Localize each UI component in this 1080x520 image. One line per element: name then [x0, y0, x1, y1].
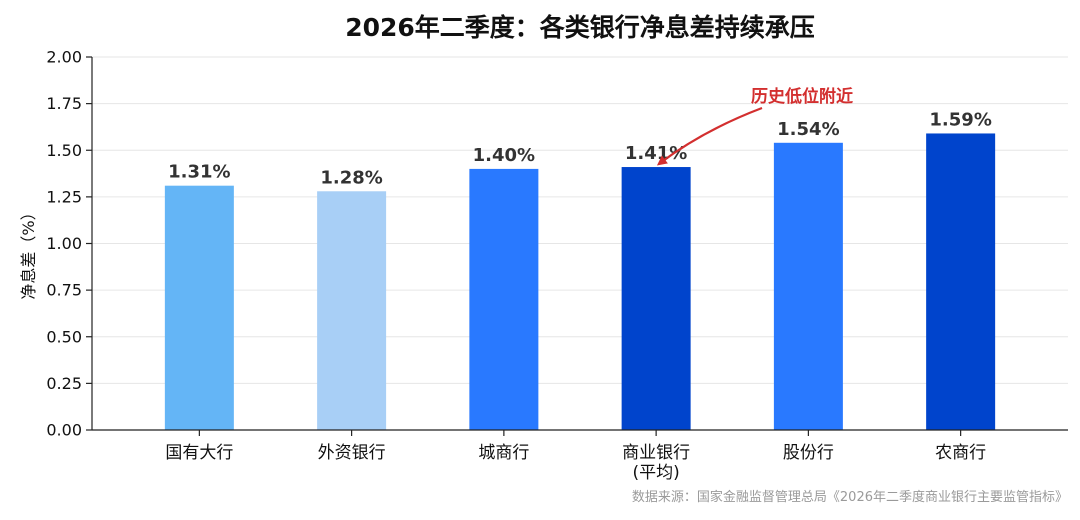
grid-lines: [92, 56, 1068, 384]
data-label: 1.40%: [473, 145, 535, 166]
data-label: 1.28%: [320, 167, 382, 188]
x-tick-label: (平均): [632, 463, 679, 483]
data-label: 1.59%: [929, 109, 991, 130]
data-labels: 1.31% 1.28% 1.40% 1.41% 1.54% 1.59%: [168, 109, 992, 188]
bars: [164, 133, 996, 431]
bar: [164, 185, 234, 430]
y-tick-label: 1.75: [46, 94, 82, 113]
x-tick-label: 商业银行: [622, 443, 690, 463]
annotation: 历史低位附近: [656, 86, 853, 166]
x-tick-label: 股份行: [783, 443, 834, 463]
y-tick-label: 0.75: [46, 281, 82, 300]
y-axis-label: 净息差（%）: [19, 204, 38, 299]
axes: [91, 57, 1068, 431]
annotation-label: 历史低位附近: [751, 86, 853, 107]
data-label: 1.41%: [625, 143, 687, 164]
chart-title: 2026年二季度：各类银行净息差持续承压: [345, 13, 815, 42]
source-note: 数据来源：国家金融监督管理总局《2026年二季度商业银行主要监管指标》: [632, 489, 1068, 505]
data-label: 1.54%: [777, 119, 839, 140]
bar: [317, 191, 387, 430]
bar: [469, 168, 539, 430]
x-axis-ticks: 国有大行 外资银行 城商行 商业银行(平均) 股份行 农商行: [165, 430, 986, 483]
x-tick-label: 城商行: [478, 443, 529, 463]
data-label: 1.31%: [168, 162, 230, 183]
y-axis-ticks: 0.00 0.25 0.50 0.75 1.00 1.25 1.50 1.75 2.00: [46, 48, 92, 440]
x-tick-label: 农商行: [935, 443, 986, 463]
y-tick-label: 1.50: [46, 141, 82, 160]
y-tick-label: 1.25: [46, 187, 82, 206]
bar: [773, 142, 843, 431]
y-tick-label: 0.00: [46, 421, 82, 440]
bar: [621, 167, 691, 430]
bar: [926, 133, 996, 430]
annotation-arrow: [656, 106, 763, 166]
y-tick-label: 0.25: [46, 374, 82, 393]
x-tick-label: 国有大行: [165, 443, 233, 463]
y-tick-label: 0.50: [46, 327, 82, 346]
y-tick-label: 2.00: [46, 48, 82, 67]
y-tick-label: 1.00: [46, 234, 82, 253]
x-tick-label: 外资银行: [318, 443, 386, 463]
